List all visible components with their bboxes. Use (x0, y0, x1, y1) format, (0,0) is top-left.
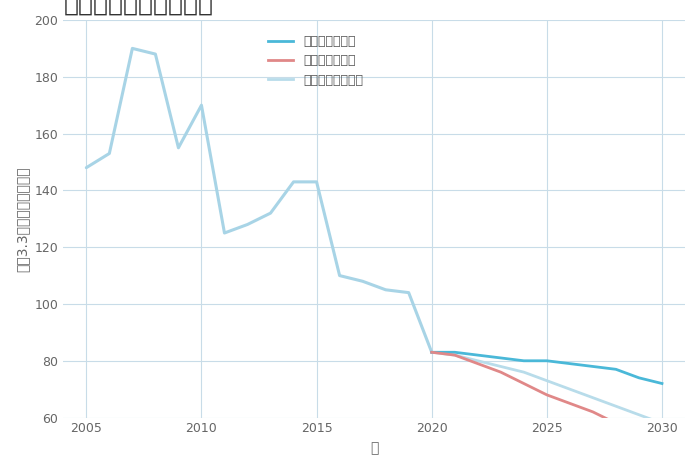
Text: 中古戸建ての価格推移: 中古戸建ての価格推移 (63, 0, 214, 16)
Legend: グッドシナリオ, バッドシナリオ, ノーマルシナリオ: グッドシナリオ, バッドシナリオ, ノーマルシナリオ (263, 30, 368, 92)
Y-axis label: 坪（3.3㎡）単価（万円）: 坪（3.3㎡）単価（万円） (15, 166, 29, 272)
X-axis label: 年: 年 (370, 441, 378, 455)
